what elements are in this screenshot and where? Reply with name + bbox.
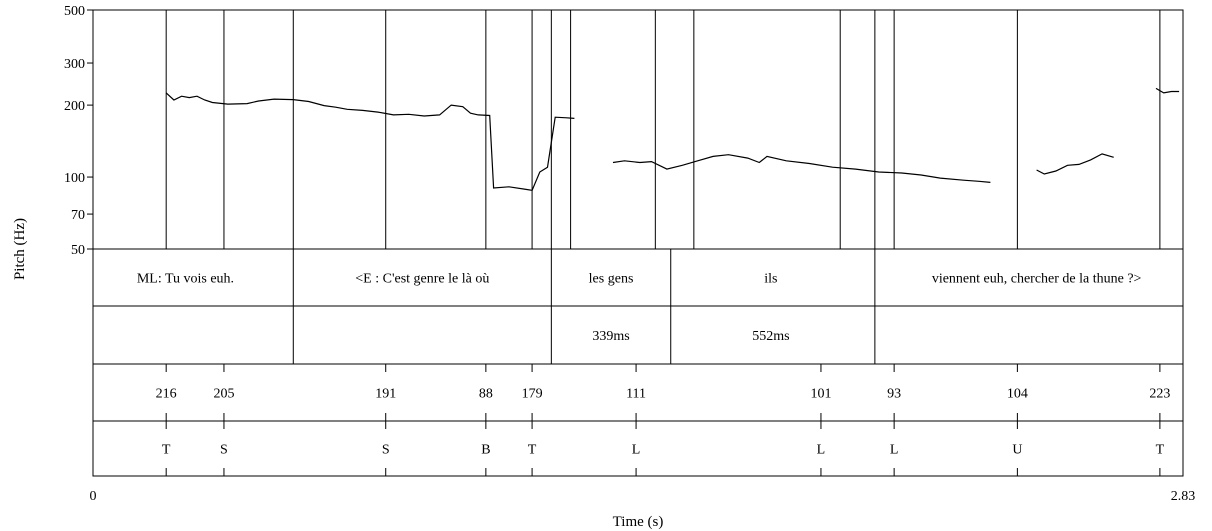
tier-label: 552ms xyxy=(752,329,789,344)
tier-label: ils xyxy=(764,272,777,287)
tier-label: les gens xyxy=(589,272,634,287)
plot-frame xyxy=(92,9,1184,477)
pitch-segment xyxy=(1155,87,1180,94)
y-axis-ticks: 500 300 200 100 70 50 xyxy=(64,4,93,258)
tier-label: 339ms xyxy=(592,329,629,344)
y-tick-label: 100 xyxy=(64,171,85,186)
tier-label: 179 xyxy=(522,387,543,402)
y-tick-label: 50 xyxy=(71,243,85,258)
x-start-label: 0 xyxy=(90,489,97,504)
tier-label: 216 xyxy=(156,387,177,402)
annotation-tiers: ML: Tu vois euh. <E : C'est genre le là o… xyxy=(93,248,1183,476)
tier-label: U xyxy=(1012,443,1022,458)
y-tick-label: 500 xyxy=(64,4,85,19)
tier-label: 88 xyxy=(479,387,493,402)
y-tick-label: 200 xyxy=(64,99,85,114)
tier-label: T xyxy=(1156,443,1165,458)
tier-label: 111 xyxy=(626,387,646,402)
tier-label: S xyxy=(382,443,390,458)
tier-label: 104 xyxy=(1007,387,1028,402)
x-end-label: 2.83 xyxy=(1171,489,1196,504)
x-axis-label: Time (s) xyxy=(613,514,664,530)
y-tick-label: 300 xyxy=(64,57,85,72)
tier-label: 191 xyxy=(375,387,396,402)
tier-label: 101 xyxy=(810,387,831,402)
tier-label: 223 xyxy=(1149,387,1170,402)
tier-label: 205 xyxy=(213,387,234,402)
tier-label: S xyxy=(220,443,228,458)
pitch-segment xyxy=(1036,153,1114,175)
pitch-curve xyxy=(165,87,1180,191)
y-axis-label: Pitch (Hz) xyxy=(12,218,28,280)
tier-label: L xyxy=(890,443,899,458)
tier-label: <E : C'est genre le là où xyxy=(355,272,489,287)
segment-boundaries xyxy=(165,10,1161,249)
tier-label: T xyxy=(162,443,171,458)
pitch-segment xyxy=(165,92,575,191)
pitch-segment xyxy=(612,154,991,183)
tier-label: B xyxy=(481,443,490,458)
tier-label: 93 xyxy=(887,387,901,402)
tier-label: L xyxy=(632,443,641,458)
tier-label: T xyxy=(528,443,537,458)
tier-label: L xyxy=(817,443,826,458)
tier-label: viennent euh, chercher de la thune ?> xyxy=(932,272,1142,287)
y-tick-label: 70 xyxy=(71,208,85,223)
tier-label: ML: Tu vois euh. xyxy=(137,272,234,287)
